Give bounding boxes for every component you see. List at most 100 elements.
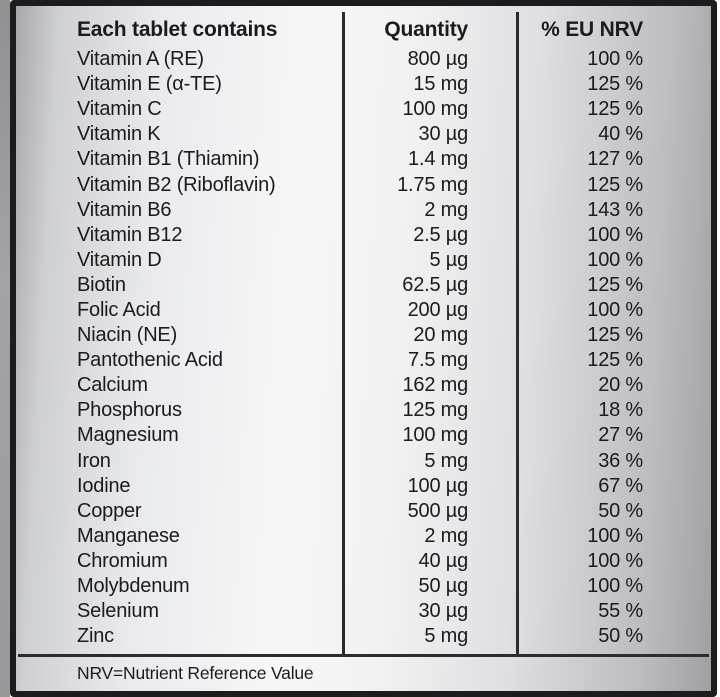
nutrient-name: Magnesium [77, 424, 179, 447]
nutrient-name: Zinc [77, 625, 114, 648]
table-row: Folic Acid 200 µg 100 % [16, 298, 711, 323]
quantity-value: 5 mg [424, 625, 468, 648]
table-header-row: Each tablet contains Quantity % EU NRV [16, 6, 711, 42]
nrv-value: 100 % [587, 248, 643, 271]
table-row: Calcium 162 mg 20 % [16, 373, 711, 398]
table-row: Vitamin E (α-TE) 15 mg 125 % [16, 72, 711, 97]
nutrient-name: Iron [77, 449, 111, 472]
nrv-value: 125 % [587, 349, 643, 372]
quantity-value: 20 mg [413, 324, 468, 347]
quantity-value: 1.75 mg [397, 173, 468, 196]
quantity-value: 200 µg [407, 298, 469, 321]
nutrient-name: Calcium [77, 374, 148, 397]
nrv-value: 100 % [587, 549, 643, 572]
footnote-divider [18, 654, 709, 657]
nutrition-table-panel: Each tablet contains Quantity % EU NRV V… [10, 0, 717, 697]
column-divider-2 [516, 12, 519, 654]
table-row: Vitamin C 100 mg 125 % [16, 97, 711, 122]
nutrient-name: Iodine [77, 474, 131, 497]
table-row: Phosphorus 125 mg 18 % [16, 398, 711, 423]
quantity-value: 162 mg [402, 374, 468, 397]
quantity-value: 100 mg [402, 98, 468, 121]
nrv-value: 100 % [587, 48, 643, 71]
table-row: Vitamin K 30 µg 40 % [16, 122, 711, 147]
table-row: Biotin 62.5 µg 125 % [16, 273, 711, 298]
table-row: Zinc 5 mg 50 % [16, 624, 711, 649]
quantity-value: 50 µg [418, 575, 469, 598]
nrv-value: 125 % [587, 324, 643, 347]
column-divider-1 [342, 12, 345, 654]
table-row: Molybdenum 50 µg 100 % [16, 574, 711, 599]
nutrient-name: Vitamin E (α-TE) [77, 73, 222, 96]
table-row: Chromium 40 µg 100 % [16, 549, 711, 574]
quantity-value: 2 mg [424, 524, 468, 547]
nrv-value: 50 % [598, 625, 643, 648]
nutrient-name: Vitamin B12 [77, 223, 183, 246]
nrv-value: 36 % [598, 449, 643, 472]
nrv-value: 67 % [598, 474, 643, 497]
table-row: Copper 500 µg 50 % [16, 499, 711, 524]
table-row: Vitamin B12 2.5 µg 100 % [16, 223, 711, 248]
nutrient-name: Niacin (NE) [77, 324, 178, 347]
label-left-edge [0, 0, 10, 697]
quantity-value: 5 µg [429, 248, 468, 271]
nrv-value: 143 % [587, 198, 643, 221]
nutrient-name: Pantothenic Acid [77, 349, 223, 372]
nrv-value: 55 % [598, 600, 643, 623]
nutrient-name: Vitamin B1 (Thiamin) [77, 148, 260, 171]
column-header-nrv: % EU NRV [541, 18, 643, 41]
quantity-value: 2 mg [424, 198, 468, 221]
quantity-value: 62.5 µg [402, 273, 468, 296]
table-row: Vitamin B1 (Thiamin) 1.4 mg 127 % [16, 147, 711, 172]
quantity-value: 125 mg [402, 399, 468, 422]
nutrient-name: Manganese [77, 524, 180, 547]
nrv-value: 100 % [587, 298, 643, 321]
nutrient-name: Copper [77, 499, 142, 522]
quantity-value: 100 µg [407, 474, 469, 497]
table-row: Vitamin B2 (Riboflavin) 1.75 mg 125 % [16, 172, 711, 197]
quantity-value: 2.5 µg [413, 223, 468, 246]
table-row: Magnesium 100 mg 27 % [16, 423, 711, 448]
quantity-value: 30 µg [418, 123, 469, 146]
nrv-value: 127 % [587, 148, 643, 171]
quantity-value: 5 mg [424, 449, 468, 472]
nrv-footnote: NRV=Nutrient Reference Value [77, 663, 314, 683]
table-row: Pantothenic Acid 7.5 mg 125 % [16, 348, 711, 373]
table-row: Selenium 30 µg 55 % [16, 599, 711, 624]
nutrient-name: Phosphorus [77, 399, 182, 422]
nutrient-name: Vitamin B2 (Riboflavin) [77, 173, 276, 196]
nrv-value: 125 % [587, 273, 643, 296]
nutrient-rows: Vitamin A (RE) 800 µg 100 % Vitamin E (α… [16, 47, 711, 649]
nrv-value: 18 % [598, 399, 643, 422]
quantity-value: 100 mg [402, 424, 468, 447]
nrv-value: 50 % [598, 499, 643, 522]
quantity-value: 500 µg [407, 499, 469, 522]
quantity-value: 15 mg [413, 73, 468, 96]
quantity-value: 30 µg [418, 600, 469, 623]
column-header-nutrient: Each tablet contains [77, 18, 278, 41]
nutrient-name: Vitamin K [77, 123, 161, 146]
table-row: Manganese 2 mg 100 % [16, 524, 711, 549]
nutrient-name: Vitamin B6 [77, 198, 172, 221]
quantity-value: 800 µg [407, 48, 469, 71]
nrv-value: 100 % [587, 223, 643, 246]
nutrient-name: Biotin [77, 273, 126, 296]
nrv-value: 27 % [598, 424, 643, 447]
nrv-value: 125 % [587, 98, 643, 121]
table-row: Iron 5 mg 36 % [16, 449, 711, 474]
nrv-value: 125 % [587, 173, 643, 196]
nutrient-name: Folic Acid [77, 298, 161, 321]
quantity-value: 1.4 mg [408, 148, 468, 171]
nutrient-name: Vitamin A (RE) [77, 48, 204, 71]
table-row: Niacin (NE) 20 mg 125 % [16, 323, 711, 348]
table-row: Vitamin B6 2 mg 143 % [16, 198, 711, 223]
nutrient-name: Vitamin D [77, 248, 162, 271]
nrv-value: 20 % [598, 374, 643, 397]
nrv-value: 100 % [587, 524, 643, 547]
nutrient-name: Chromium [77, 549, 168, 572]
table-row: Iodine 100 µg 67 % [16, 474, 711, 499]
nutrient-name: Vitamin C [77, 98, 162, 121]
nrv-value: 40 % [598, 123, 643, 146]
table-row: Vitamin D 5 µg 100 % [16, 248, 711, 273]
